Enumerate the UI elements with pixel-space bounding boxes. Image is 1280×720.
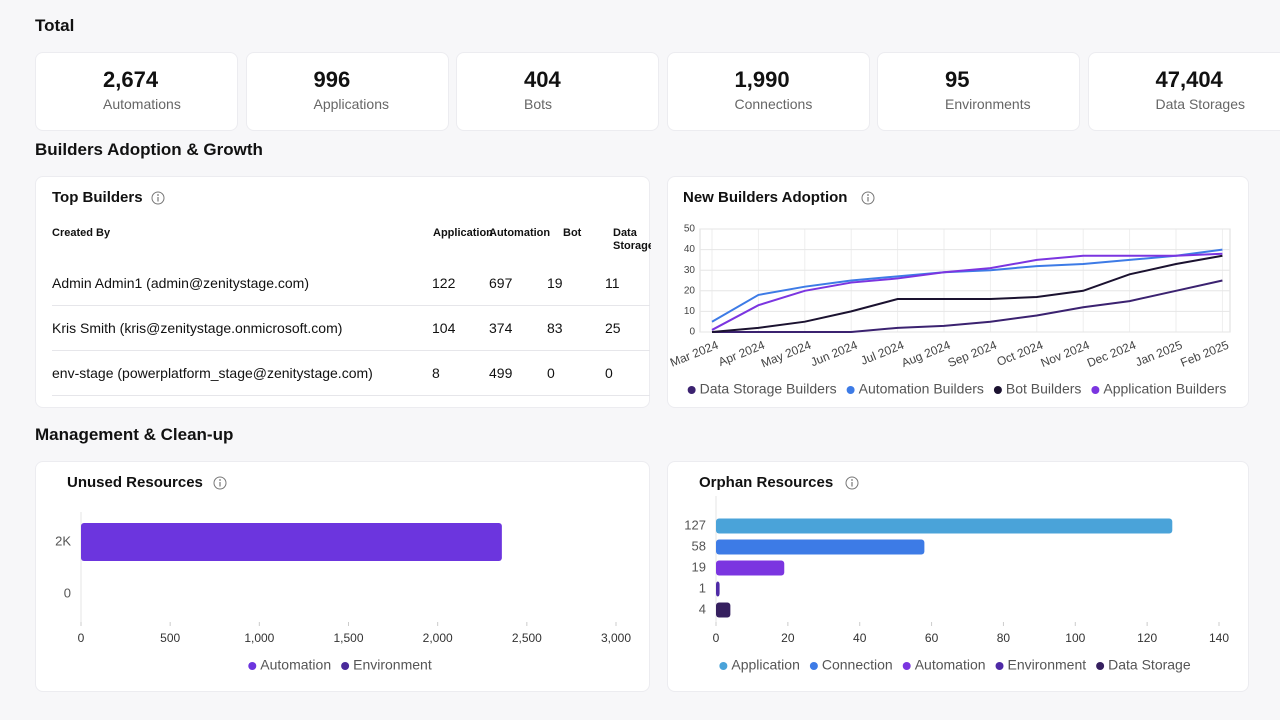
table-cell: 499 [489,365,513,381]
stat-card[interactable]: 2,674 Automations [35,52,238,131]
stat-value: 1,990 [734,67,790,92]
stat-card[interactable]: 47,404 Data Storages [1087,52,1280,131]
column-header: Data Storage [613,227,651,252]
table-cell: 697 [489,275,513,291]
stat-value: 996 [313,67,351,92]
table-cell: 25 [605,320,621,336]
table-cell: 11 [605,275,620,291]
top-builders-panel: Top Builders Created By Application Automat… [35,176,651,408]
column-header: Bot [563,227,582,239]
panel-title: Top Builders [52,189,143,206]
row-divider [52,395,650,396]
stat-value: 2,674 [103,67,159,92]
stat-value: 95 [945,67,970,92]
table-cell: 104 [432,320,456,336]
section-title: Builders Adoption & Growth [35,140,263,159]
row-divider [52,305,650,306]
table-cell: Kris Smith (kris@zenitystage.onmicrosoft… [52,320,343,336]
stat-card[interactable]: 95 Environments [877,52,1080,131]
stat-label: Connections [734,96,813,112]
table-cell: env-stage (powerplatform_stage@zenitysta… [52,365,373,381]
table-cell: 83 [547,320,563,336]
stat-label: Data Storages [1155,96,1246,112]
column-header: Created By [52,227,111,239]
chart-panel [35,461,650,692]
stat-label: Environments [945,96,1031,112]
stat-card[interactable]: 1,990 Connections [666,52,870,131]
table-cell: 122 [432,275,456,291]
chart-panel [667,461,1249,692]
table-cell: 0 [547,365,555,381]
column-header: Automation [489,227,551,239]
stat-label: Applications [313,96,390,112]
stat-value: 47,404 [1155,67,1223,92]
stat-label: Bots [524,96,553,112]
table-cell: 0 [605,365,613,381]
table-cell: 19 [547,275,563,291]
column-header: Application [433,227,493,239]
stat-card[interactable]: 996 Applications [245,52,449,131]
stat-label: Automations [103,96,181,112]
section-title: Management & Clean-up [35,425,234,444]
row-divider [52,350,650,351]
table-cell: 374 [489,320,513,336]
chart-panel [667,176,1249,408]
stat-value: 404 [524,67,561,92]
section-title: Total [35,16,75,35]
stat-card[interactable]: 404 Bots [456,52,659,131]
table-cell: Admin Admin1 (admin@zenitystage.com) [52,275,309,291]
table-cell: 8 [432,365,440,381]
